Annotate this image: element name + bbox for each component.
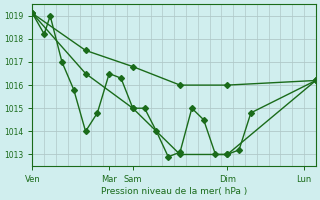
X-axis label: Pression niveau de la mer( hPa ): Pression niveau de la mer( hPa ) (101, 187, 247, 196)
